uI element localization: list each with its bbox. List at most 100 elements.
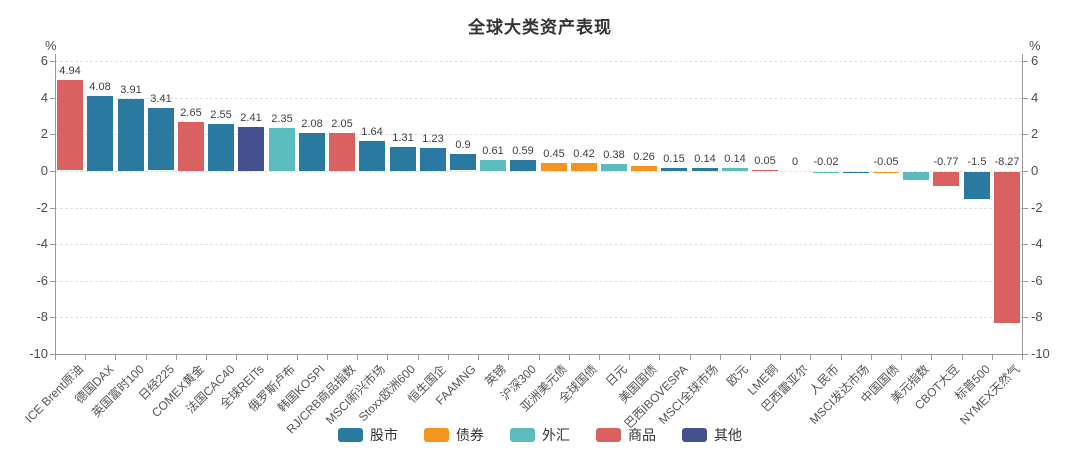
- x-tick: [871, 355, 872, 360]
- x-tick: [539, 355, 540, 360]
- legend-swatch-commodity-icon: [596, 428, 621, 442]
- y-tick-label-right: -10: [1031, 346, 1050, 361]
- legend-swatch-stock-icon: [338, 428, 363, 442]
- bar-value-label: 1.31: [392, 132, 414, 144]
- bar-value-label: -8.27: [994, 156, 1020, 168]
- bar[interactable]: [208, 124, 234, 171]
- y-tick-label-right: -4: [1031, 236, 1043, 251]
- bar-value-label: 0.38: [603, 149, 625, 161]
- bar-value-label: 4.94: [59, 65, 81, 77]
- y-tick-left: [50, 98, 55, 99]
- x-tick: [387, 355, 388, 360]
- y-tick-label-right: 2: [1031, 126, 1039, 141]
- bar-value-label: 1.23: [422, 133, 444, 145]
- x-tick: [267, 355, 268, 360]
- bar[interactable]: [118, 99, 144, 171]
- legend-swatch-fx-icon: [510, 428, 535, 442]
- bar[interactable]: [450, 154, 476, 170]
- bar-value-label: 0.05: [754, 155, 776, 167]
- bar[interactable]: [390, 147, 416, 171]
- bar-value-label: -0.05: [873, 156, 899, 168]
- legend-item-other[interactable]: 其他: [682, 427, 742, 443]
- bar[interactable]: [329, 133, 355, 171]
- bar[interactable]: [843, 172, 869, 173]
- bar[interactable]: [359, 141, 385, 171]
- grid-line: [55, 208, 1022, 209]
- x-tick: [659, 355, 660, 360]
- bar-value-label: 2.65: [180, 107, 202, 119]
- bar[interactable]: [571, 163, 597, 171]
- grid-line: [55, 61, 1022, 62]
- grid-line: [55, 281, 1022, 282]
- y-tick-label-right: -2: [1031, 200, 1043, 215]
- x-tick: [780, 355, 781, 360]
- y-tick-label-left: -4: [36, 236, 48, 251]
- bar-value-label: 2.55: [210, 109, 232, 121]
- y-tick-label-left: -6: [36, 273, 48, 288]
- y-tick-right: [1023, 98, 1028, 99]
- bar[interactable]: [631, 166, 657, 171]
- bar-value-label: 2.08: [301, 118, 323, 130]
- bar[interactable]: [964, 172, 990, 199]
- x-tick: [418, 355, 419, 360]
- bar[interactable]: [87, 96, 113, 171]
- bar[interactable]: [661, 168, 687, 171]
- y-tick-label-right: -8: [1031, 309, 1043, 324]
- chart-title: 全球大类资产表现: [468, 18, 612, 37]
- y-tick-right: [1023, 61, 1028, 62]
- bar[interactable]: [903, 172, 929, 180]
- bar[interactable]: [480, 160, 506, 171]
- bar-value-label: 0.14: [724, 153, 746, 165]
- bar[interactable]: [238, 127, 264, 171]
- bar[interactable]: [601, 164, 627, 171]
- y-tick-label-left: 6: [40, 53, 48, 68]
- bar[interactable]: [752, 170, 778, 171]
- legend-label: 外汇: [542, 427, 570, 443]
- bar[interactable]: [813, 172, 839, 173]
- legend-item-commodity[interactable]: 商品: [596, 427, 656, 443]
- grid-line: [55, 244, 1022, 245]
- legend-item-stock[interactable]: 股市: [338, 427, 398, 443]
- bar[interactable]: [178, 122, 204, 171]
- x-tick: [901, 355, 902, 360]
- bar[interactable]: [541, 163, 567, 171]
- bar[interactable]: [873, 172, 899, 173]
- legend-swatch-other-icon: [682, 428, 707, 442]
- bar-value-label: 0.42: [573, 148, 595, 160]
- bar-value-label: 0.26: [633, 151, 655, 163]
- y-tick-left: [50, 134, 55, 135]
- bar-value-label: 0.61: [482, 145, 504, 157]
- y-tick-right: [1023, 134, 1028, 135]
- bar[interactable]: [148, 108, 174, 170]
- bar[interactable]: [692, 168, 718, 171]
- grid-line: [55, 134, 1022, 135]
- y-tick-label-left: -8: [36, 309, 48, 324]
- y-tick-right: [1023, 281, 1028, 282]
- legend-item-bond[interactable]: 债券: [424, 427, 484, 443]
- grid-line: [55, 98, 1022, 99]
- bar-value-label: -0.02: [813, 156, 839, 168]
- bar-value-label: 4.08: [89, 81, 111, 93]
- x-tick: [176, 355, 177, 360]
- bar-value-label: 2.35: [271, 113, 293, 125]
- bar[interactable]: [420, 148, 446, 171]
- legend-label: 其他: [714, 427, 742, 443]
- x-tick: [297, 355, 298, 360]
- bar[interactable]: [269, 128, 295, 171]
- y-tick-right: [1023, 244, 1028, 245]
- bar[interactable]: [510, 160, 536, 171]
- legend-item-fx[interactable]: 外汇: [510, 427, 570, 443]
- bar[interactable]: [994, 172, 1020, 323]
- bar-value-label: 0.59: [512, 145, 534, 157]
- x-tick: [115, 355, 116, 360]
- bar[interactable]: [933, 172, 959, 186]
- y-tick-right: [1023, 208, 1028, 209]
- bar[interactable]: [299, 133, 325, 171]
- bar[interactable]: [722, 168, 748, 171]
- bar[interactable]: [57, 80, 83, 170]
- bar-value-label: 2.41: [240, 112, 262, 124]
- x-tick: [992, 355, 993, 360]
- y-axis-unit-left: %: [45, 38, 57, 53]
- y-tick-label-left: -10: [29, 346, 48, 361]
